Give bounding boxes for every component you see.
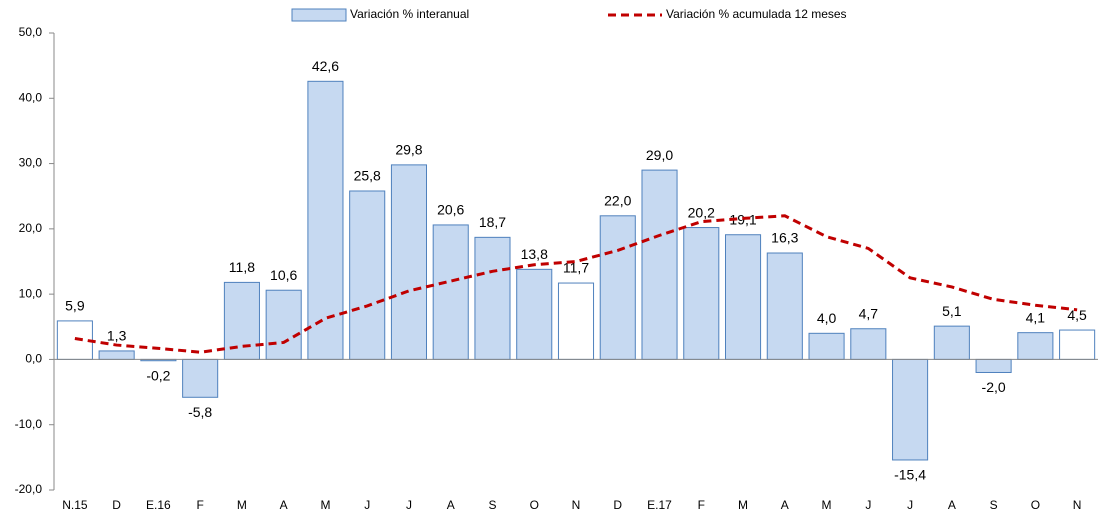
x-tick-label: M [822,498,832,512]
x-tick-label: F [698,498,705,512]
bar [349,190,386,360]
y-tick-label: 40,0 [19,90,43,104]
x-tick-label: O [530,498,539,512]
x-tick-label: J [865,498,871,512]
bar [307,80,344,360]
value-label: 29,8 [395,142,422,158]
value-label: 16,3 [771,230,798,246]
x-tick-label: A [781,498,789,512]
x-tick-label: A [447,498,455,512]
x-tick-label: N [1073,498,1082,512]
value-label: 1,3 [107,328,127,344]
x-tick-label: A [948,498,956,512]
bar [892,358,929,461]
line [74,214,1078,354]
bar [850,328,887,360]
value-label: 10,6 [270,267,297,283]
x-tick-label: M [320,498,330,512]
y-tick-label: 50,0 [19,25,43,39]
value-label: 4,1 [1026,309,1046,325]
bar [725,234,762,360]
x-tick-label: F [196,498,203,512]
value-label: -2,0 [982,379,1006,395]
x-tick-label: A [280,498,288,512]
y-tick-label: -10,0 [15,417,43,431]
y-tick-label: 0,0 [25,352,42,366]
value-label: 4,7 [859,305,879,321]
bar [432,224,469,360]
value-label: 22,0 [604,193,631,209]
bar [223,281,260,360]
x-tick-label: J [907,498,913,512]
value-label: 4,0 [817,310,837,326]
x-tick-label: E.17 [647,498,672,512]
bar [933,325,970,360]
bar [683,227,720,360]
bar [516,268,553,360]
value-label: 29,0 [646,147,673,163]
value-label: 18,7 [479,214,506,230]
value-label: -0,2 [146,367,170,383]
legend-label: Variación % interanual [350,7,469,21]
bar [56,320,93,360]
x-tick-label: S [488,498,496,512]
bar [808,332,845,360]
y-tick-label: 30,0 [19,156,43,170]
value-label: 20,2 [688,204,715,220]
bar [390,164,427,360]
x-tick-label: E.16 [146,498,171,512]
value-label: 42,6 [312,58,339,74]
bar [182,358,219,398]
x-tick-label: D [112,498,121,512]
x-tick-label: S [990,498,998,512]
x-tick-label: M [237,498,247,512]
value-label: 4,5 [1067,307,1087,323]
y-tick-label: -20,0 [15,482,43,496]
legend-label: Variación % acumulada 12 meses [666,7,847,21]
bar [1017,332,1054,360]
x-tick-label: N [572,498,581,512]
bar [1059,329,1096,360]
value-label: -5,8 [188,404,212,420]
value-label: 5,1 [942,303,962,319]
bar [766,252,803,360]
value-label: 13,8 [521,246,548,262]
x-tick-label: J [364,498,370,512]
value-label: -15,4 [894,467,926,483]
bar [975,358,1012,373]
bar [641,169,678,360]
value-label: 11,7 [563,260,589,276]
bar [599,215,636,360]
y-tick-label: 10,0 [19,286,43,300]
x-tick-label: M [738,498,748,512]
x-tick-label: D [613,498,622,512]
x-tick-label: N.15 [62,498,88,512]
value-label: 25,8 [354,168,381,184]
bar [474,236,511,360]
legend-swatch [291,8,347,22]
bar [557,282,595,360]
bar [98,350,135,360]
value-label: 5,9 [65,298,85,314]
value-label: 20,6 [437,202,464,218]
x-tick-label: J [406,498,412,512]
value-label: 11,8 [229,259,255,275]
bar [265,289,302,360]
y-tick-label: 20,0 [19,221,43,235]
x-tick-label: O [1031,498,1040,512]
